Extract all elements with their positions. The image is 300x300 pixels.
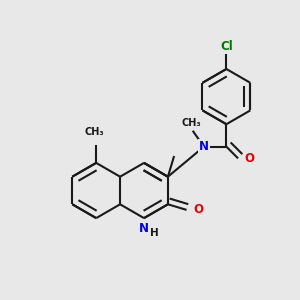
Text: Cl: Cl — [220, 40, 233, 53]
Text: CH₃: CH₃ — [85, 128, 104, 137]
Text: N: N — [139, 222, 149, 235]
Text: CH₃: CH₃ — [182, 118, 201, 128]
Text: H: H — [150, 228, 159, 238]
Text: O: O — [245, 152, 255, 165]
Text: O: O — [193, 203, 203, 216]
Text: N: N — [199, 140, 209, 153]
